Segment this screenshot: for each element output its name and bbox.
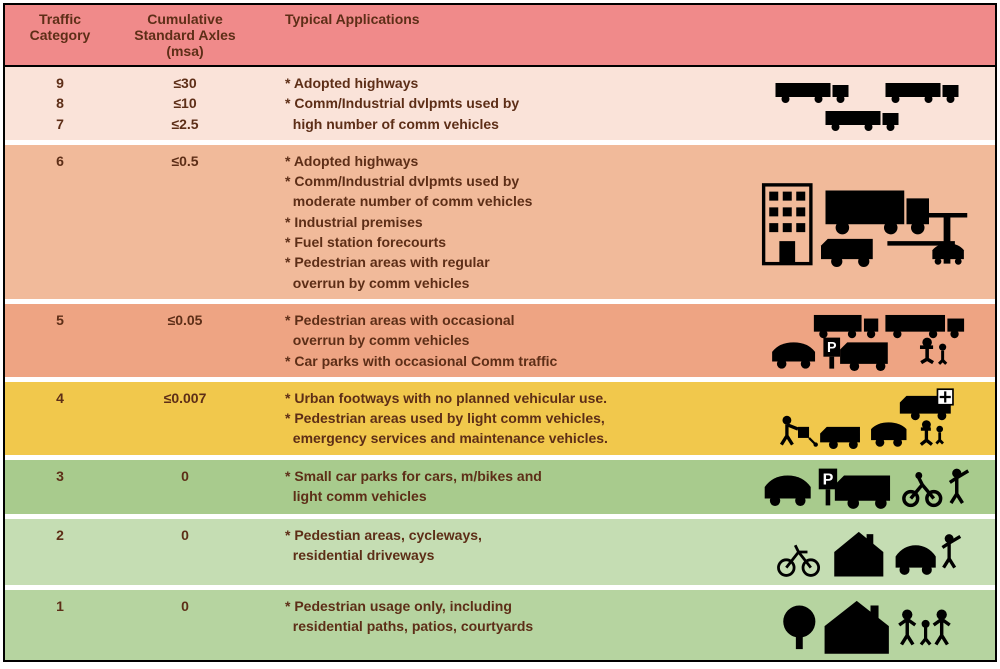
industrial-icon: [750, 145, 995, 299]
axles-cell: 0: [115, 519, 255, 585]
category-cell: 5: [5, 304, 115, 377]
applications-cell: * Adopted highways* Comm/Industrial dvlp…: [255, 145, 750, 299]
table-row: 6≤0.5* Adopted highways* Comm/Industrial…: [5, 145, 995, 299]
category-cell: 987: [5, 67, 115, 140]
header-category: Traffic Category: [5, 5, 115, 65]
header-applications: Typical Applications: [255, 5, 995, 65]
axles-cell: 0: [115, 460, 255, 514]
applications-cell: * Pedestrian areas with occasional overr…: [255, 304, 750, 377]
axles-cell: ≤0.5: [115, 145, 255, 299]
applications-cell: * Pedestrian usage only, including resid…: [255, 590, 750, 660]
header-axles: Cumulative Standard Axles (msa): [115, 5, 255, 65]
urban-light-icon: [750, 382, 995, 455]
category-cell: 4: [5, 382, 115, 455]
pedestrian-only-icon: [750, 590, 995, 660]
category-cell: 3: [5, 460, 115, 514]
small-carpark-icon: [750, 460, 995, 514]
applications-cell: * Pedestian areas, cycleways, residentia…: [255, 519, 750, 585]
traffic-category-table: Traffic Category Cumulative Standard Axl…: [3, 3, 997, 662]
table-row: 10* Pedestrian usage only, including res…: [5, 590, 995, 660]
axles-cell: ≤0.007: [115, 382, 255, 455]
trucks-many-icon: [750, 67, 995, 140]
table-header: Traffic Category Cumulative Standard Axl…: [5, 5, 995, 67]
applications-cell: * Adopted highways* Comm/Industrial dvlp…: [255, 67, 750, 140]
category-cell: 1: [5, 590, 115, 660]
table-body: 987≤30≤10≤2.5* Adopted highways* Comm/In…: [5, 67, 995, 660]
table-row: 4≤0.007* Urban footways with no planned …: [5, 382, 995, 455]
table-row: 20* Pedestian areas, cycleways, resident…: [5, 519, 995, 585]
table-row: 30* Small car parks for cars, m/bikes an…: [5, 460, 995, 514]
category-cell: 6: [5, 145, 115, 299]
table-row: 987≤30≤10≤2.5* Adopted highways* Comm/In…: [5, 67, 995, 140]
category-cell: 2: [5, 519, 115, 585]
applications-cell: * Small car parks for cars, m/bikes and …: [255, 460, 750, 514]
axles-cell: 0: [115, 590, 255, 660]
axles-cell: ≤0.05: [115, 304, 255, 377]
residential-icon: [750, 519, 995, 585]
axles-cell: ≤30≤10≤2.5: [115, 67, 255, 140]
table-row: 5≤0.05* Pedestrian areas with occasional…: [5, 304, 995, 377]
applications-cell: * Urban footways with no planned vehicul…: [255, 382, 750, 455]
carpark-comm-icon: [750, 304, 995, 377]
